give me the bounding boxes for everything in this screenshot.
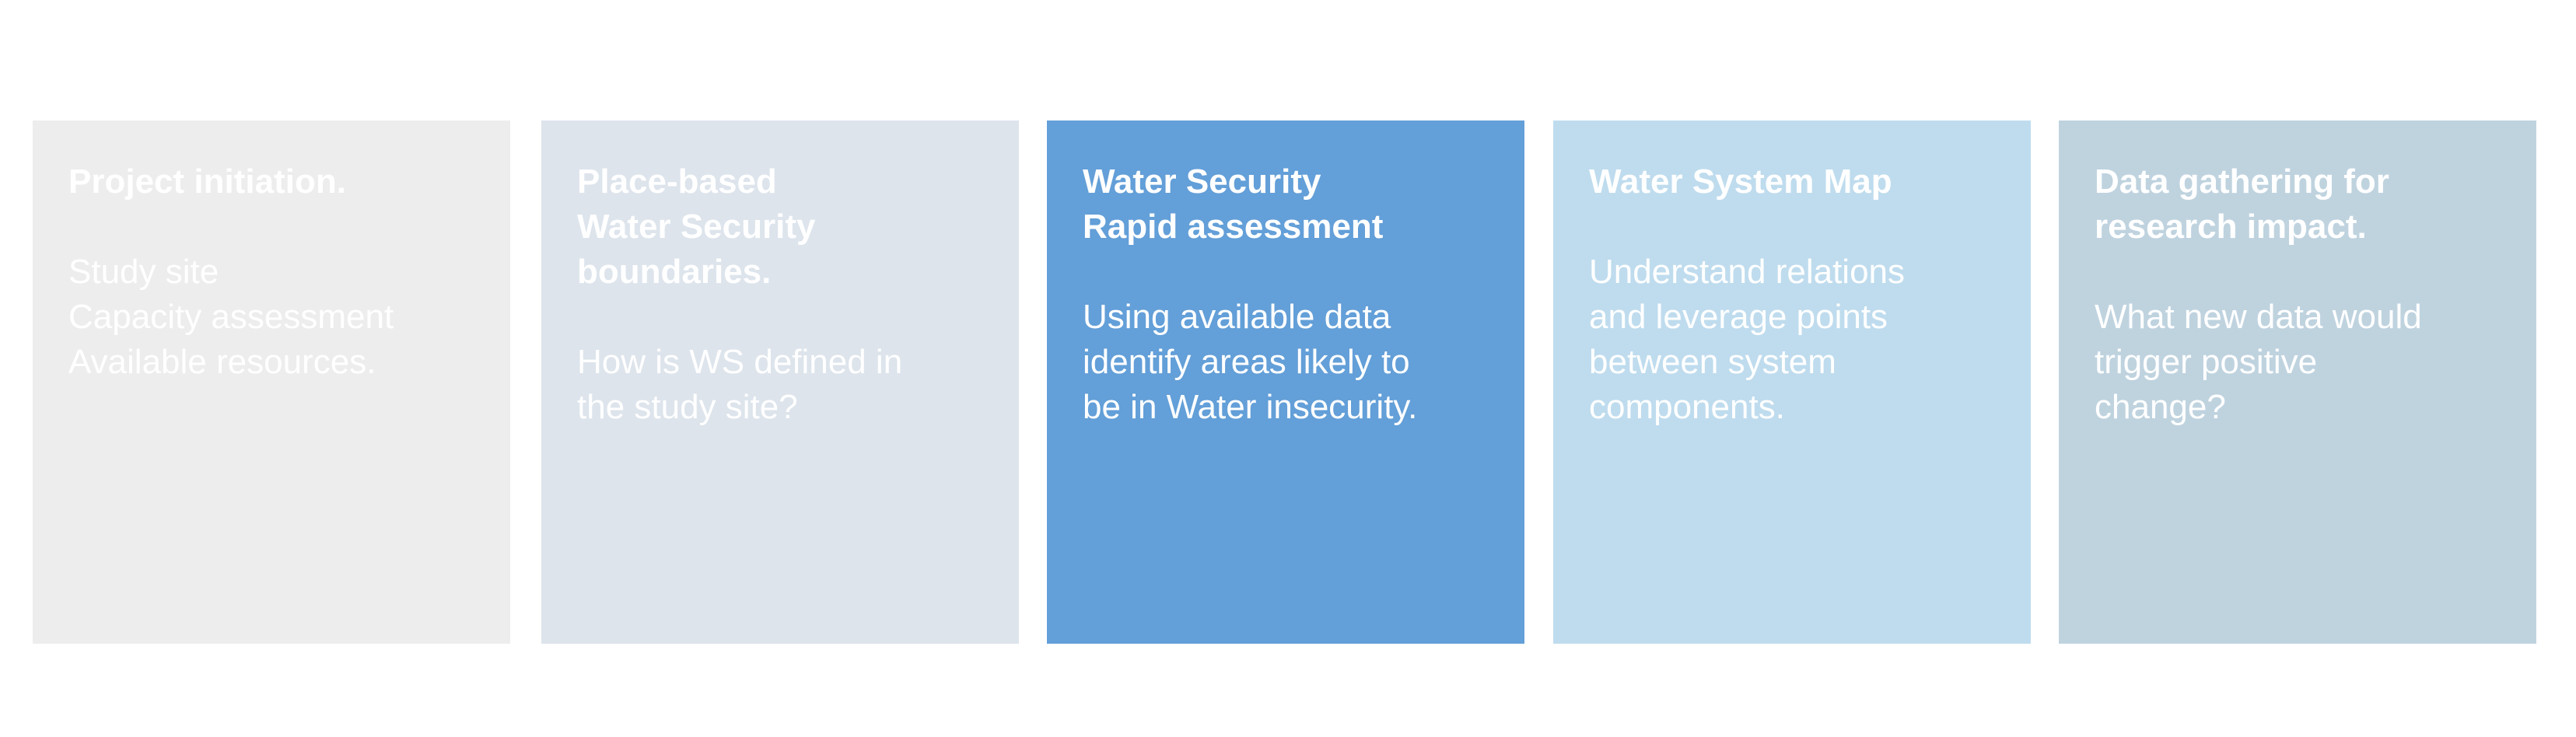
stage-description: What new data would trigger positive cha…: [2095, 298, 2422, 426]
stage-description: Understand relations and leverage points…: [1589, 253, 1906, 426]
stage-card-water-security-boundaries: Place-based Water Security boundaries. H…: [541, 121, 1019, 644]
stage-description: Using available data identify areas like…: [1083, 298, 1418, 426]
stage-description: How is WS defined in the study site?: [577, 343, 903, 426]
stage-title: Place-based Water Security boundaries.: [577, 162, 816, 291]
process-stages: Project initiation. Study site Capacity …: [33, 121, 2545, 644]
stage-description: Study site Capacity assessment Available…: [68, 253, 394, 381]
stage-title: Data gathering for research impact.: [2095, 162, 2389, 246]
stage-title: Water Security Rapid assessment: [1083, 162, 1384, 246]
stage-card-project-initiation: Project initiation. Study site Capacity …: [33, 121, 510, 644]
stage-card-rapid-assessment: Water Security Rapid assessment Using av…: [1047, 121, 1524, 644]
stage-card-data-gathering: Data gathering for research impact. What…: [2059, 121, 2536, 644]
stage-card-water-system-map: Water System Map Understand relations an…: [1553, 121, 2031, 644]
stage-title: Project initiation.: [68, 162, 346, 201]
stage-title: Water System Map: [1589, 162, 1892, 201]
